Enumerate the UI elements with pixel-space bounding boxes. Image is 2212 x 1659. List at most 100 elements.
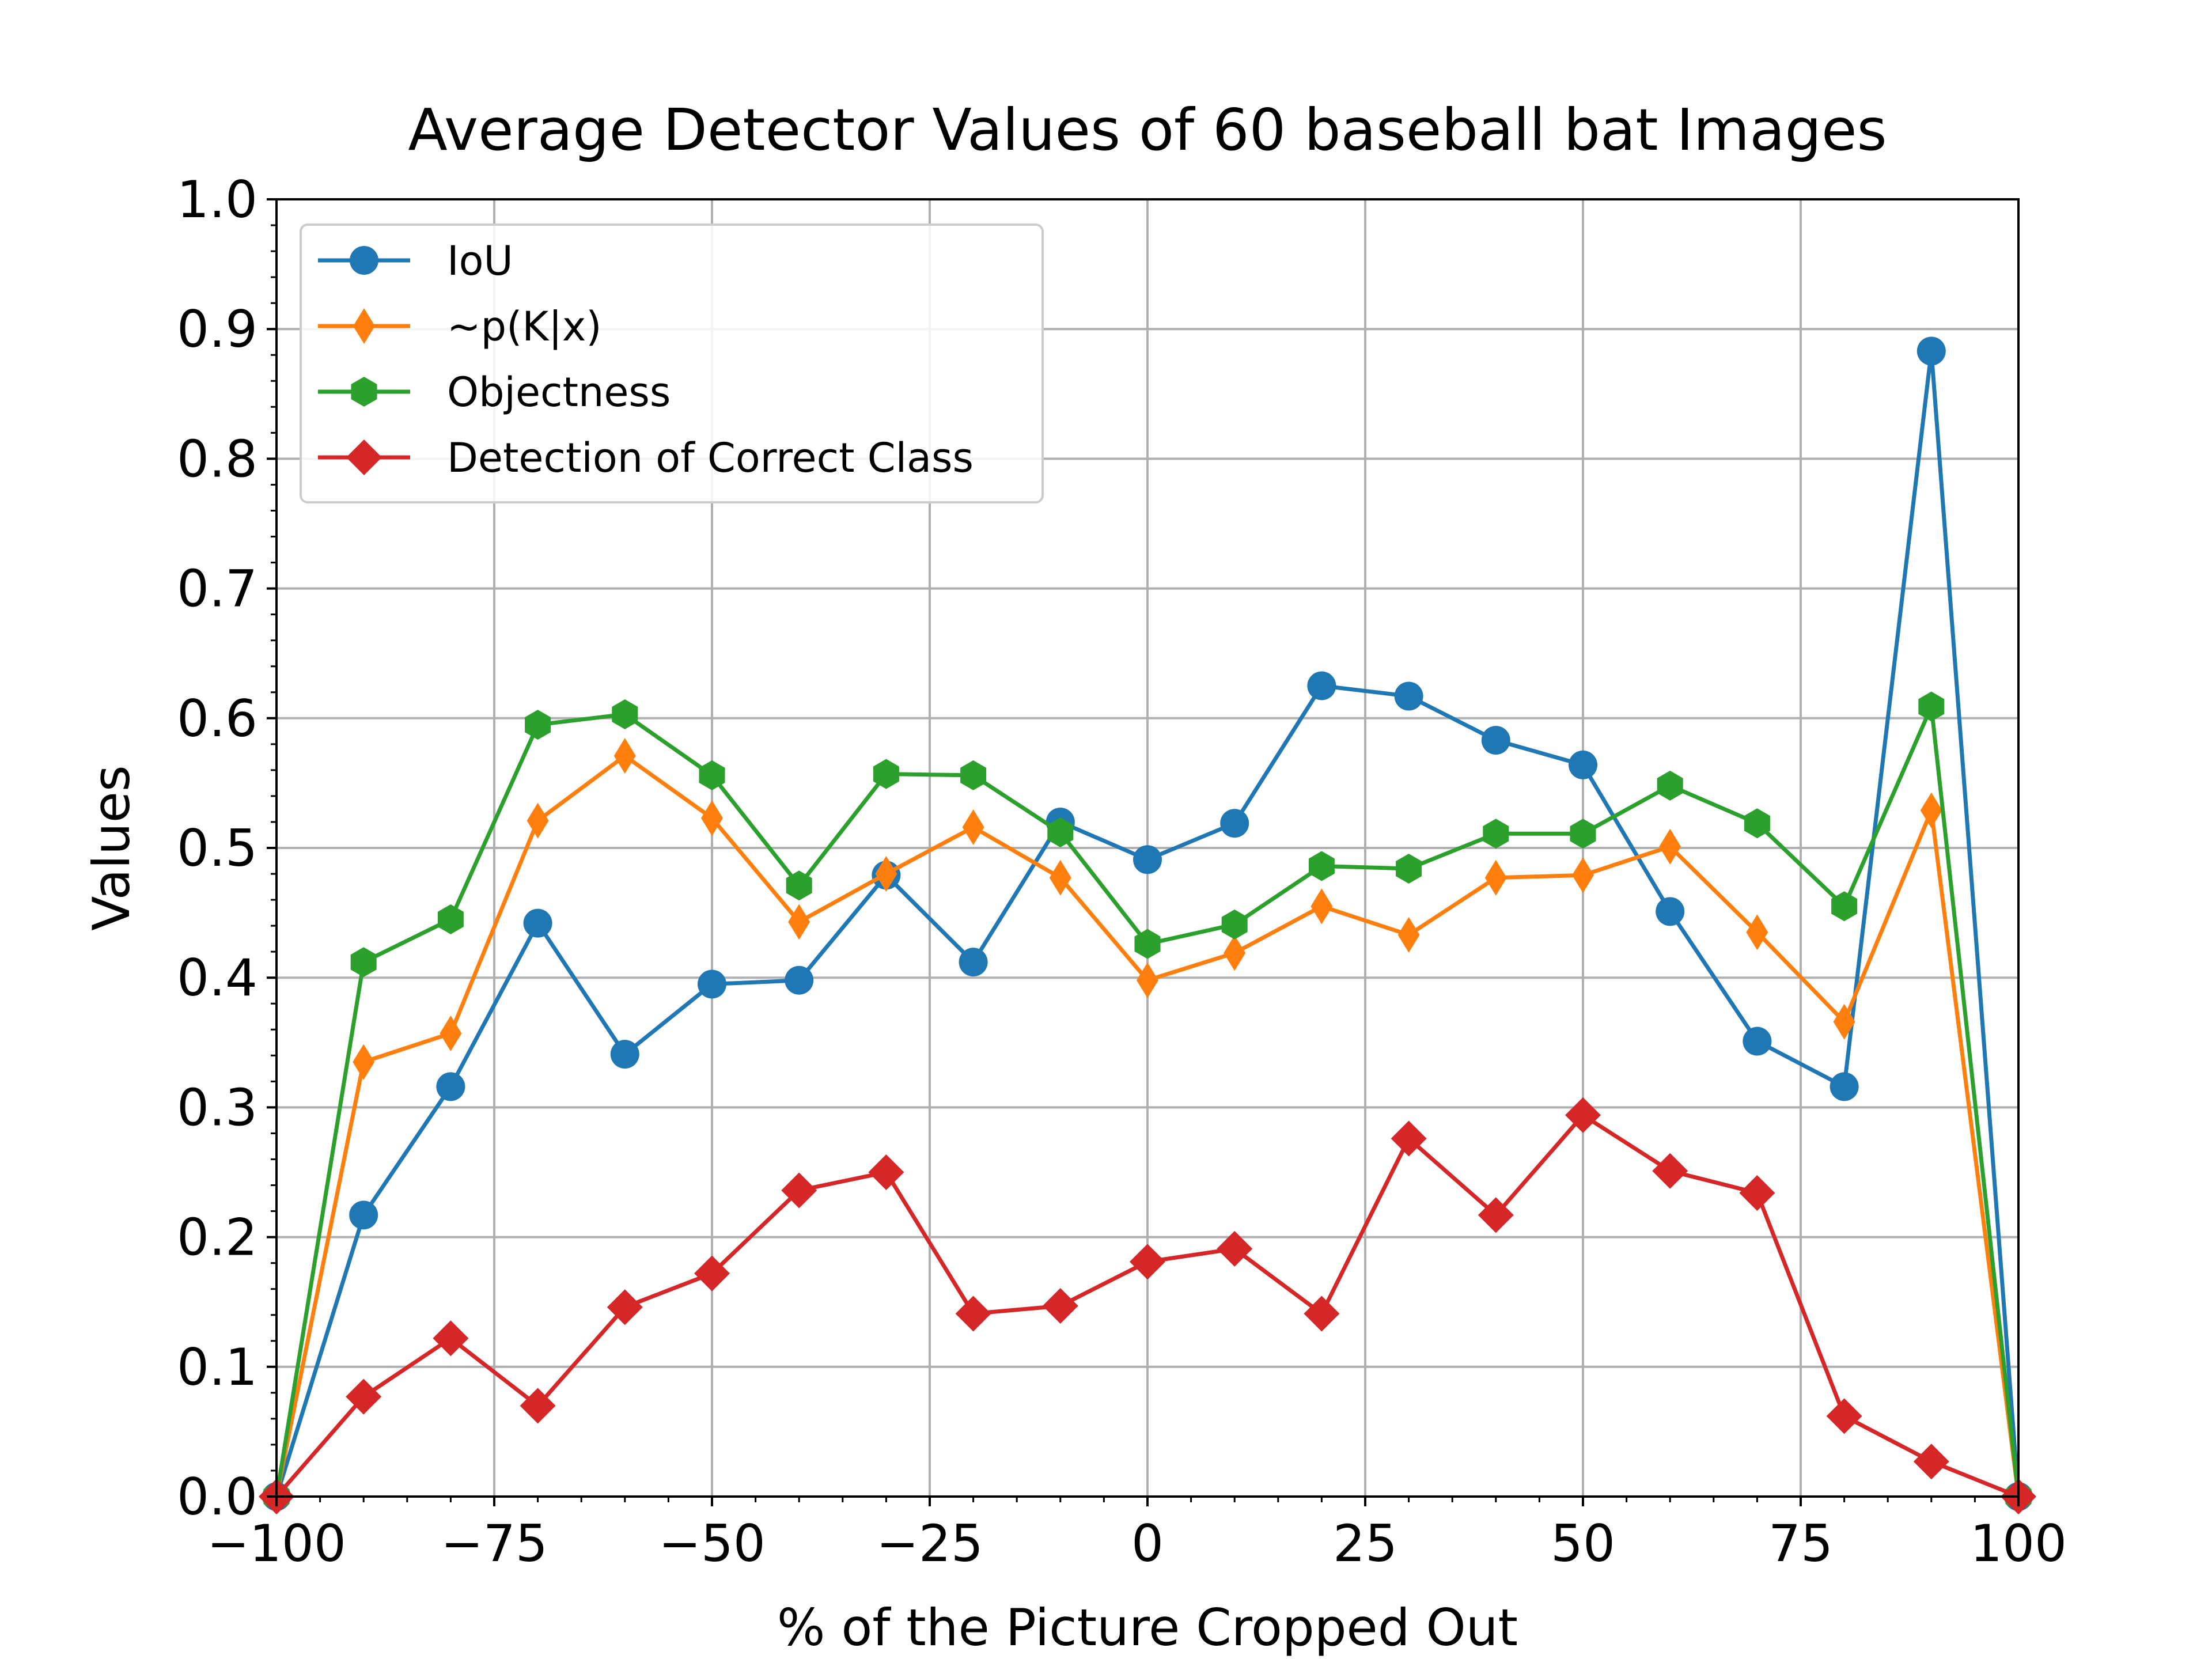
legend-box xyxy=(300,224,1044,503)
data-point xyxy=(1134,929,1161,959)
data-point xyxy=(437,904,464,934)
x-tick-label: −100 xyxy=(207,1514,346,1573)
data-point xyxy=(1826,1398,1862,1434)
data-point xyxy=(873,759,899,789)
data-point xyxy=(1652,1153,1688,1189)
x-tick-label: 25 xyxy=(1333,1514,1397,1573)
legend-label: Objectness xyxy=(447,369,671,416)
data-point xyxy=(1483,819,1509,849)
data-point xyxy=(1308,851,1335,881)
data-point xyxy=(1137,962,1158,998)
legend-label: IoU xyxy=(447,237,513,285)
y-tick-label: 0.1 xyxy=(177,1338,257,1397)
data-point xyxy=(1656,897,1685,926)
data-point xyxy=(1572,857,1594,893)
data-point xyxy=(1830,1072,1859,1101)
data-point xyxy=(962,809,984,845)
data-point xyxy=(346,1378,382,1415)
data-point xyxy=(353,1044,375,1080)
data-point xyxy=(1913,1444,1949,1480)
data-point xyxy=(1484,859,1507,896)
data-point xyxy=(1042,1287,1078,1324)
legend-marker xyxy=(350,246,378,275)
y-tick-label: 0.3 xyxy=(177,1078,257,1137)
data-point xyxy=(701,800,723,836)
data-point xyxy=(1304,1296,1340,1332)
data-point xyxy=(786,870,812,901)
legend-item: Detection of Correct Class xyxy=(318,434,974,482)
data-point xyxy=(1130,1244,1165,1280)
data-point xyxy=(1394,681,1423,711)
data-point xyxy=(1916,336,1946,366)
y-tick-label: 0.8 xyxy=(177,429,257,488)
data-point xyxy=(525,710,551,740)
x-tick-label: −50 xyxy=(658,1514,766,1573)
data-point xyxy=(1744,808,1770,839)
data-point xyxy=(875,856,897,892)
data-point xyxy=(436,1072,465,1101)
y-axis-label: Values xyxy=(82,765,141,931)
data-point xyxy=(1478,1197,1514,1233)
data-point xyxy=(1833,1003,1855,1040)
data-point xyxy=(1391,1120,1427,1157)
data-point xyxy=(785,965,814,995)
data-point xyxy=(612,699,638,729)
data-point xyxy=(610,1040,639,1069)
data-point xyxy=(1920,792,1942,828)
legend-item: IoU xyxy=(318,237,513,285)
data-point xyxy=(960,760,987,790)
data-point xyxy=(1743,1027,1772,1056)
legend-item: Objectness xyxy=(318,369,671,416)
data-point xyxy=(1049,859,1071,896)
ticks: −100 −75 −50 −25 0 25 50 75 100 0.0 0.1 0.2 0.3 0.4 0.… xyxy=(177,170,2067,1573)
data-point xyxy=(1397,916,1420,953)
data-point xyxy=(1739,1175,1775,1211)
x-tick-label: 75 xyxy=(1768,1514,1833,1573)
y-tick-label: 0.9 xyxy=(177,300,257,359)
data-point xyxy=(523,908,552,938)
data-point xyxy=(1918,691,1945,722)
data-point xyxy=(1569,750,1597,779)
data-point xyxy=(607,1289,643,1325)
legend-marker xyxy=(346,440,382,475)
data-point xyxy=(349,1200,378,1230)
y-tick-label: 0.7 xyxy=(177,559,257,619)
data-point xyxy=(1217,1230,1253,1267)
y-tick-label: 0.4 xyxy=(177,948,257,1007)
data-point xyxy=(440,1016,462,1052)
legend-marker xyxy=(353,308,375,344)
data-point xyxy=(1570,819,1596,849)
series-layer xyxy=(259,336,2036,1514)
data-point xyxy=(694,1255,730,1291)
series-3 xyxy=(259,1097,2036,1514)
data-point xyxy=(959,948,988,977)
data-point xyxy=(1047,817,1074,847)
data-point xyxy=(781,1172,817,1209)
legend-item: ~p(K|x) xyxy=(318,303,602,350)
data-point xyxy=(955,1296,991,1332)
data-point xyxy=(1746,914,1768,950)
y-tick-label: 0.5 xyxy=(177,819,257,878)
data-point xyxy=(868,1154,904,1190)
data-point xyxy=(350,947,377,978)
data-point xyxy=(1657,770,1683,801)
series-1 xyxy=(266,738,2029,1514)
data-point xyxy=(1310,888,1333,925)
data-point xyxy=(1481,726,1510,755)
y-tick-label: 1.0 xyxy=(177,170,257,229)
data-point xyxy=(1565,1097,1601,1133)
data-point xyxy=(433,1320,469,1357)
data-point xyxy=(613,738,636,774)
data-point xyxy=(527,802,549,839)
data-point xyxy=(1221,909,1248,940)
legend-marker xyxy=(351,377,377,407)
legend-label: ~p(K|x) xyxy=(447,303,602,350)
x-axis-label: % of the Picture Cropped Out xyxy=(777,1598,1518,1657)
data-point xyxy=(520,1388,556,1424)
y-tick-label: 0.0 xyxy=(177,1467,257,1527)
data-point xyxy=(788,904,810,940)
legend-label: Detection of Correct Class xyxy=(447,434,974,482)
data-point xyxy=(699,760,725,790)
data-point xyxy=(1307,671,1336,700)
